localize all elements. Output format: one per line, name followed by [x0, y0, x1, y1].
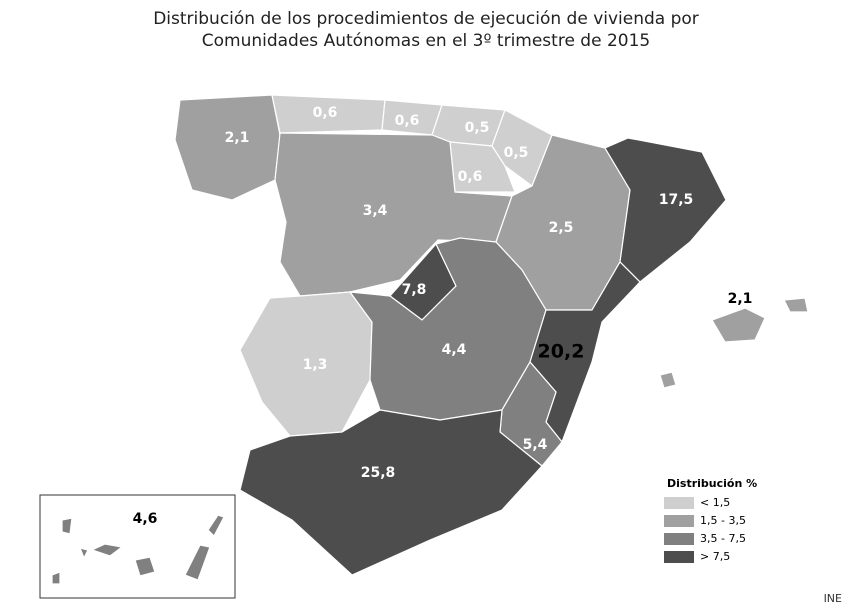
- region-label: 1,3: [303, 357, 328, 373]
- region-label: 7,8: [402, 282, 427, 298]
- legend-label: > 7,5: [700, 550, 730, 563]
- legend-swatch: [664, 515, 694, 527]
- legend-swatch: [664, 551, 694, 563]
- region-label: 0,5: [504, 145, 529, 161]
- region: [239, 291, 373, 437]
- title: Comunidades Autónomas en el 3º trimestre…: [202, 31, 650, 51]
- region: [239, 409, 543, 576]
- region: [604, 137, 727, 283]
- legend-title: Distribución %: [667, 477, 757, 490]
- region-label: 25,8: [361, 465, 396, 481]
- region-label: 2,1: [225, 130, 250, 146]
- region-label: 0,6: [458, 169, 483, 185]
- region-label: 2,1: [728, 291, 753, 307]
- region-label: 17,5: [659, 192, 694, 208]
- region-label: 0,6: [313, 105, 338, 121]
- region-label: 2,5: [549, 220, 574, 236]
- region-label: 4,6: [133, 511, 158, 527]
- region: [491, 109, 553, 187]
- title: Distribución de los procedimientos de ej…: [153, 9, 699, 29]
- source: INE: [824, 592, 842, 605]
- region-label: 0,5: [465, 120, 490, 136]
- region-labels: 2,1 0,6 0,6 0,5 0,5 0,6 3,4 2,5 17,5 7,8…: [133, 105, 753, 527]
- region: [659, 297, 809, 389]
- regions: [51, 94, 809, 585]
- legend-label: < 1,5: [700, 496, 730, 509]
- region-label: 0,6: [395, 113, 420, 129]
- region-label: 20,2: [538, 341, 585, 363]
- inset-frame: [39, 494, 236, 599]
- region-label: 5,4: [523, 437, 548, 453]
- region: [51, 514, 225, 585]
- region: [274, 132, 513, 297]
- legend-label: 1,5 - 3,5: [700, 514, 746, 527]
- region: [348, 237, 547, 421]
- region: [174, 94, 281, 201]
- region-label: 4,4: [442, 342, 467, 358]
- legend-swatch: [664, 533, 694, 545]
- legend-label: 3,5 - 7,5: [700, 532, 746, 545]
- region-label: 3,4: [363, 203, 388, 219]
- legend: Distribución % < 1,5 1,5 - 3,5 3,5 - 7,5 > …: [664, 477, 757, 563]
- legend-swatch: [664, 497, 694, 509]
